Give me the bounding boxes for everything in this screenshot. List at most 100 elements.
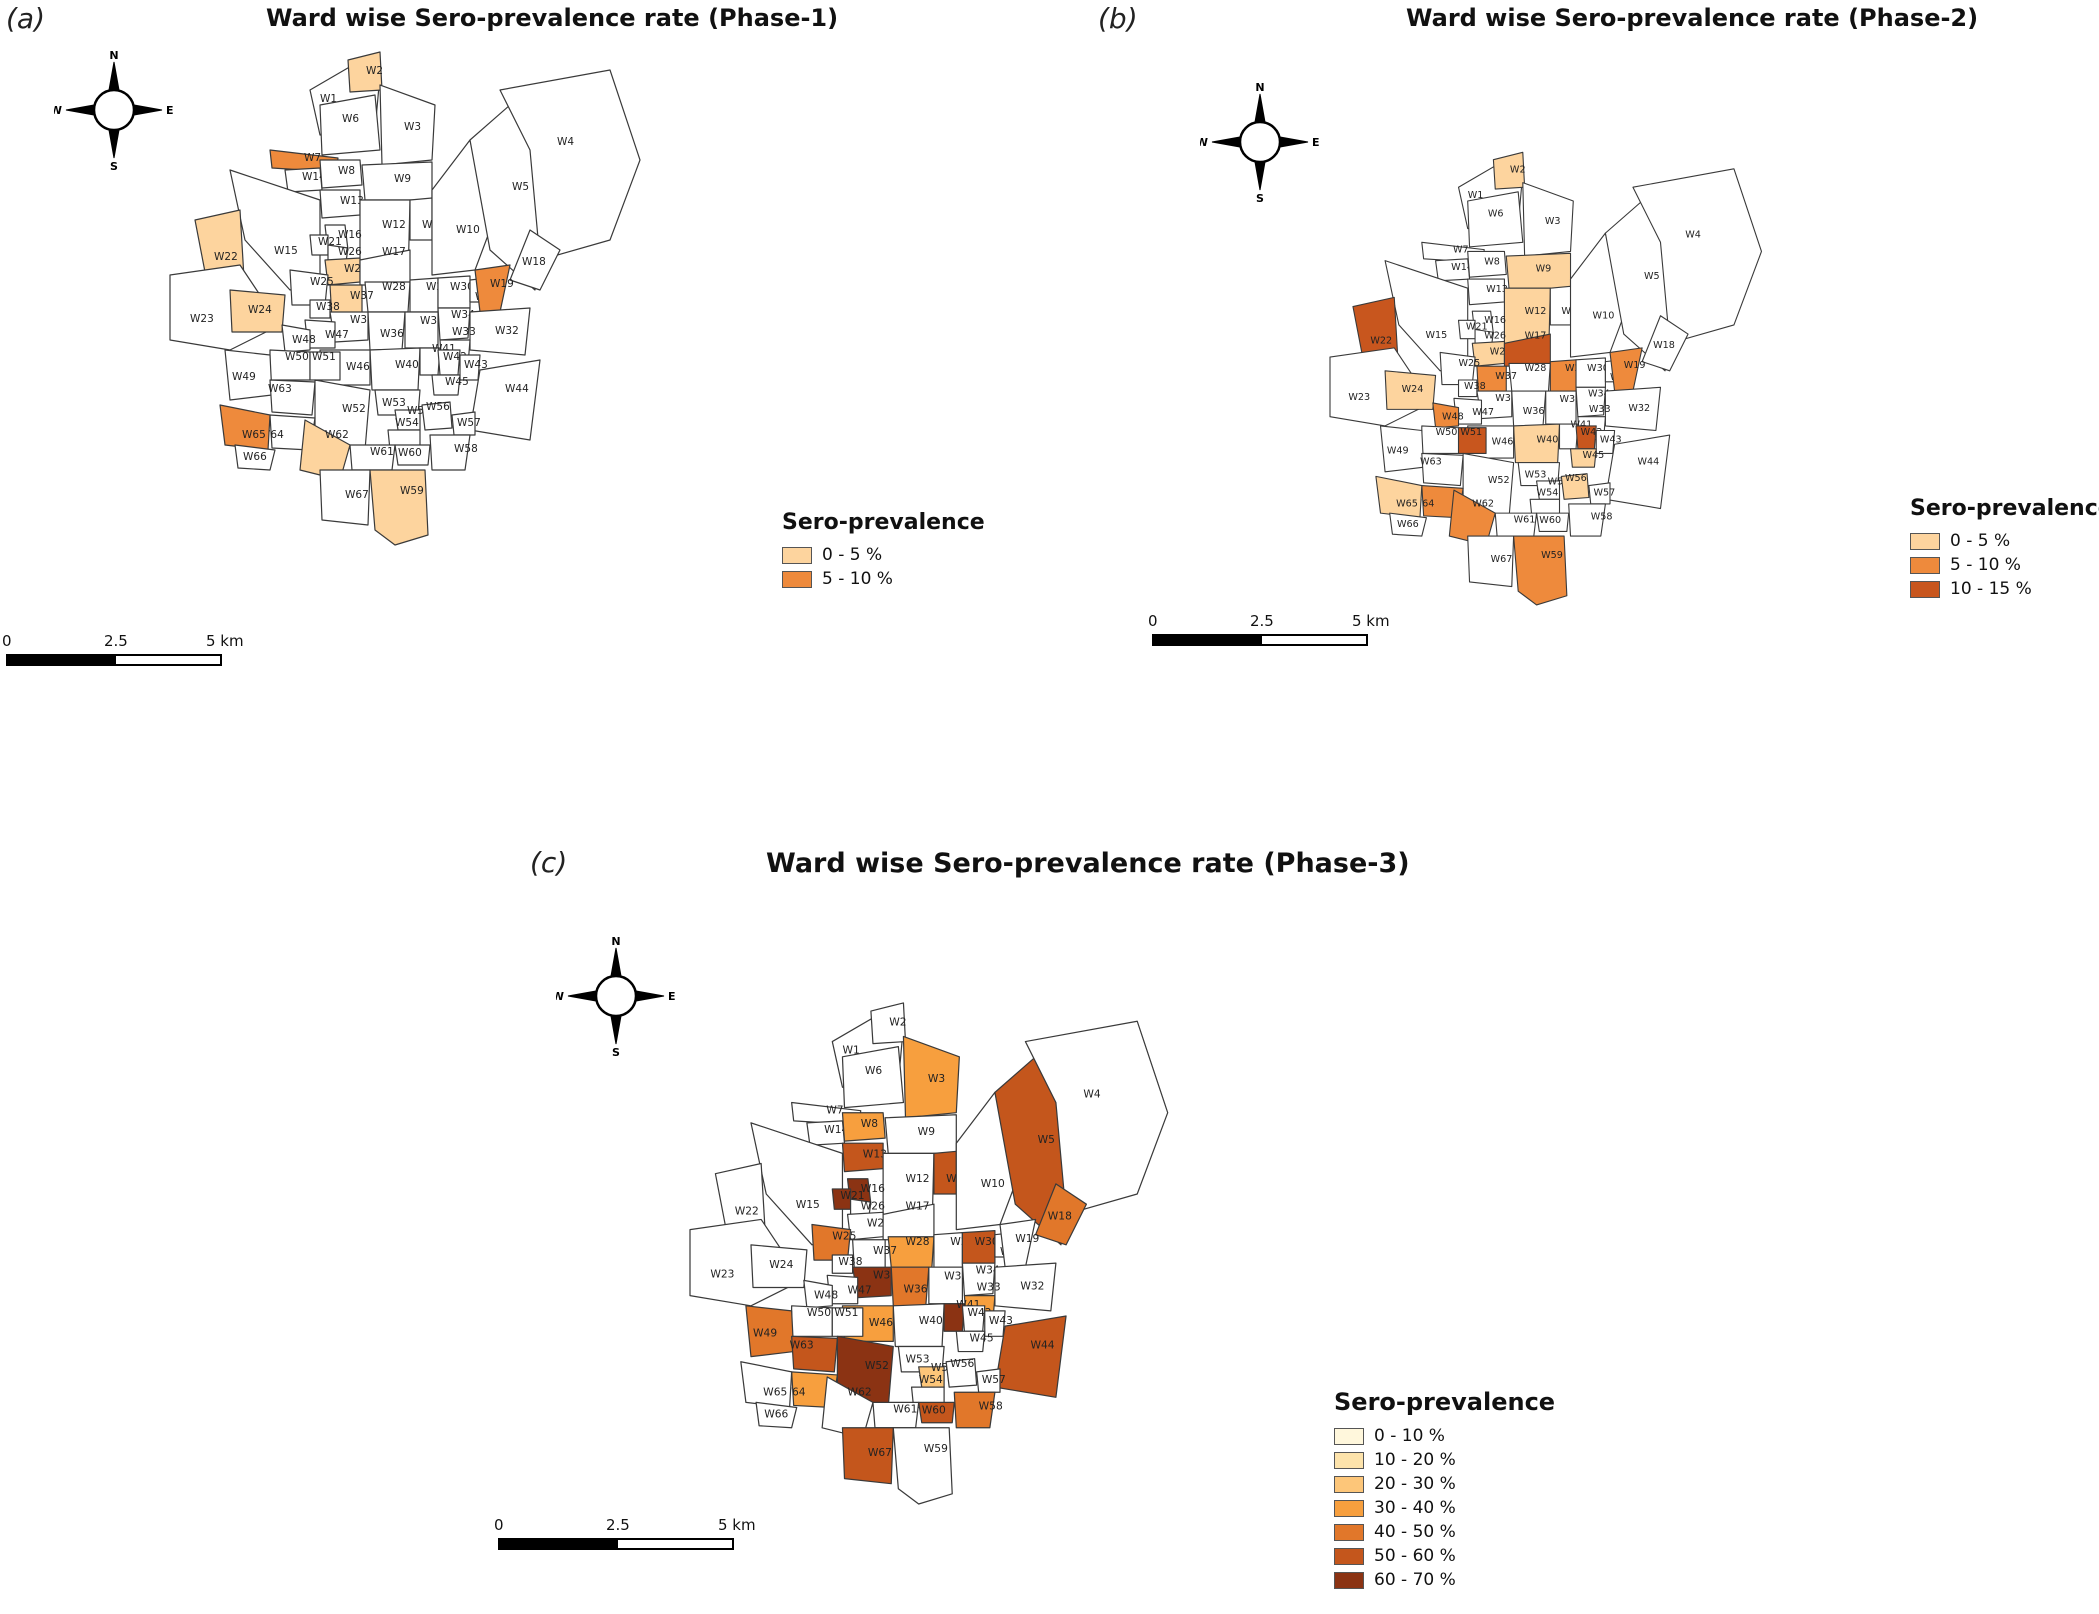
ward-w19: W19: [999, 1218, 1040, 1268]
legend-label: 20 - 30 %: [1374, 1474, 1456, 1494]
ward-w24: W24: [229, 289, 286, 333]
ward-label: W12: [905, 1172, 929, 1185]
ward-label: W33: [452, 326, 476, 338]
ward-label: W19: [490, 278, 514, 290]
ward-shape: [394, 444, 431, 466]
ward-shape: [831, 1307, 864, 1337]
legend-swatch: [1910, 556, 1940, 574]
scale-label-end: 5 km: [206, 632, 244, 650]
ward-label: W43: [989, 1314, 1013, 1327]
ward-shape: [841, 1112, 886, 1142]
ward-shape: [841, 1427, 894, 1485]
ward-w14: W14: [1435, 258, 1473, 282]
ward-label: W43: [1600, 434, 1622, 445]
ward-w45: W45: [431, 374, 469, 396]
ward-label: W40: [1537, 434, 1559, 445]
ward-label: W14: [1451, 262, 1473, 273]
ward-label: W57: [982, 1373, 1006, 1386]
scale-label-mid: 2.5: [104, 632, 128, 650]
ward-w28: W28: [364, 281, 411, 313]
ward-label: W38: [1464, 381, 1486, 392]
ward-w41: W41: [943, 1298, 980, 1332]
ward-w8: W8: [1467, 250, 1507, 278]
compass-arrow-n: [610, 947, 622, 977]
ward-w30: W30: [437, 275, 474, 309]
ward-shape: [918, 1401, 955, 1424]
ward-w52: W52: [314, 379, 371, 451]
ward-w51: W51: [831, 1306, 864, 1337]
ward-w65: W65: [219, 404, 271, 451]
panel-phase-2: (b) Ward wise Sero-prevalence rate (Phas…: [1040, 0, 2099, 646]
ward-w10: W10: [1569, 232, 1625, 358]
ward-w59: W59: [369, 469, 429, 546]
scale-label-end: 5 km: [718, 1516, 756, 1534]
ward-w32: W32: [1604, 386, 1662, 432]
ward-label: W47: [325, 329, 349, 341]
ward-label: W18: [1653, 340, 1675, 351]
panel-letter: (c): [530, 846, 568, 879]
ward-w4: W4: [499, 69, 641, 261]
ward-label: W6: [342, 113, 359, 125]
ward-label: W22: [214, 251, 238, 263]
ward-label: W60: [1539, 515, 1561, 526]
scale-label-mid: 2.5: [606, 1516, 630, 1534]
ward-label: W17: [905, 1199, 929, 1212]
ward-shape: [369, 469, 429, 546]
ward-w49: W49: [745, 1305, 795, 1358]
ward-w48: W48: [803, 1279, 838, 1309]
ward-w15: W15: [229, 169, 321, 291]
ward-w44: W44: [1604, 434, 1671, 510]
ward-label: W23: [1348, 392, 1370, 403]
ward-label: W39: [1495, 393, 1517, 404]
ward-w19: W19: [474, 264, 514, 313]
ward-label: W16: [338, 229, 362, 241]
ward-label: W26: [338, 246, 362, 258]
ward-w48: W48: [281, 324, 316, 353]
ward-label: W18: [1048, 1209, 1072, 1222]
ward-label: W21: [840, 1189, 864, 1202]
ward-label: W66: [1397, 519, 1419, 530]
ward-w40: W40: [892, 1303, 945, 1348]
ward-label: W60: [922, 1404, 946, 1417]
scale-label-end: 5 km: [1352, 612, 1390, 630]
compass-ring: [1238, 120, 1282, 164]
ward-shape: [421, 401, 453, 431]
ward-w58: W58: [953, 1391, 1003, 1429]
ward-label: W58: [454, 443, 478, 455]
compass-label-n: N: [109, 50, 118, 62]
ward-shape: [1588, 482, 1611, 505]
ward-shape: [1421, 452, 1464, 487]
ward-label: W7: [826, 1104, 843, 1117]
ward-label: W12: [1525, 306, 1547, 317]
ward-w8: W8: [841, 1112, 886, 1142]
scale-segment-white: [114, 656, 220, 664]
legend-swatch: [782, 546, 812, 564]
ward-w36: W36: [890, 1266, 930, 1307]
ward-w38: W38: [1457, 379, 1486, 398]
ward-label: W48: [814, 1289, 838, 1302]
ward-w3: W3: [902, 1035, 960, 1119]
ward-label: W44: [505, 383, 529, 395]
ward-w57: W57: [976, 1368, 1006, 1393]
ward-w45: W45: [1569, 448, 1604, 468]
ward-label: W26: [1484, 331, 1506, 342]
compass-label-n: N: [1255, 82, 1264, 94]
ward-w36: W36: [367, 311, 406, 351]
ward-label: W1: [1468, 190, 1484, 201]
ward-label: W44: [1638, 456, 1660, 467]
ward-w4: W4: [1024, 1020, 1169, 1215]
ward-label: W66: [764, 1408, 788, 1421]
compass-arrow-s: [610, 1015, 622, 1045]
ward-label: W66: [243, 451, 267, 463]
ward-label: W8: [338, 165, 355, 177]
ward-label: W10: [1593, 310, 1615, 321]
ward-label: W42: [1581, 427, 1603, 438]
ward-w59: W59: [1513, 535, 1568, 606]
legend-item: 5 - 10 %: [1910, 553, 2099, 577]
ward-shape: [431, 374, 461, 396]
compass-arrow-n: [108, 61, 120, 91]
ward-shape: [945, 1358, 978, 1388]
ward-label: W1: [320, 93, 337, 105]
ward-w14: W14: [806, 1120, 848, 1146]
ward-label: W48: [292, 334, 316, 346]
